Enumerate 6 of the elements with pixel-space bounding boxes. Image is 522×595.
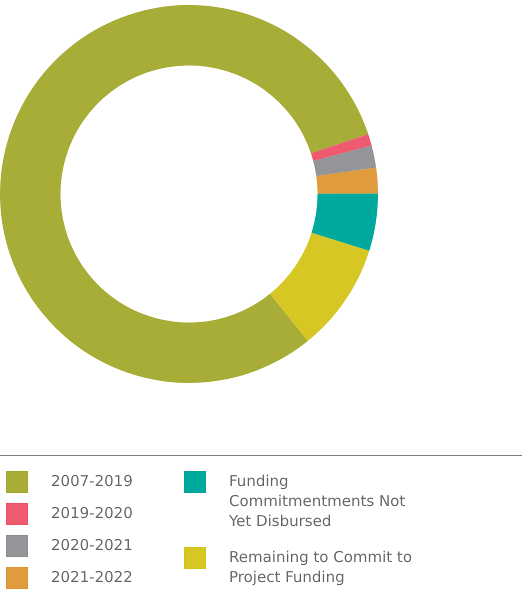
legend-label: 2021-2022 <box>51 567 134 587</box>
legend-label: Funding Commitmentments Not Yet Disbursed <box>229 471 406 531</box>
legend-label: 2020-2021 <box>51 535 134 555</box>
legend-label: Remaining to Commit to Project Funding <box>229 547 413 587</box>
legend-label: 2019-2020 <box>51 503 134 523</box>
legend-label: 2007-2019 <box>51 471 134 491</box>
